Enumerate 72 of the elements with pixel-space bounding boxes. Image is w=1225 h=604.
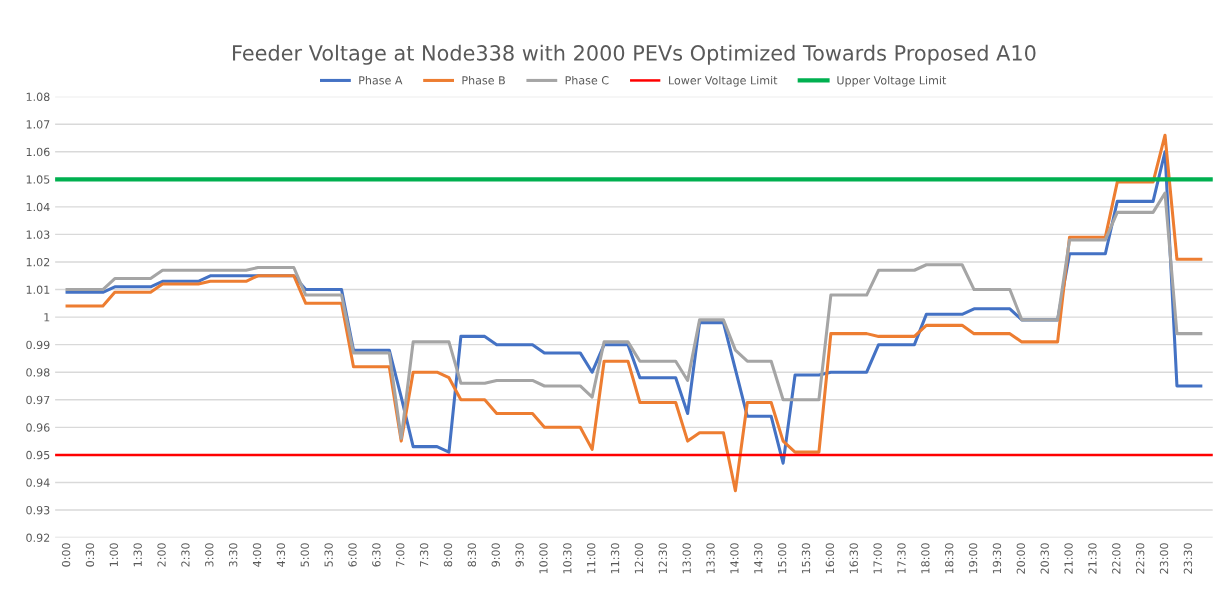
x-tick-label: 8:30 <box>467 543 477 567</box>
x-tick-label: 2:00 <box>157 543 166 567</box>
x-tick-label: 8:00 <box>443 543 453 567</box>
x-tick-label: 23:00 <box>1159 543 1169 574</box>
x-tick-label: 17:30 <box>897 543 906 574</box>
y-tick-label: 1.01 <box>26 285 50 294</box>
legend-label: Phase A <box>359 75 403 85</box>
x-tick-label: 20:30 <box>1040 543 1049 574</box>
y-tick-label: 0.92 <box>26 533 50 542</box>
y-tick-label: 0.99 <box>26 340 50 350</box>
x-tick-label: 14:00 <box>730 543 739 574</box>
x-tick-label: 16:00 <box>825 543 835 574</box>
y-tick-label: 1 <box>44 313 50 322</box>
x-tick-label: 12:30 <box>658 543 667 574</box>
x-tick-label: 13:00 <box>682 543 691 574</box>
x-tick-label: 16:30 <box>849 543 858 574</box>
line-series <box>65 191 1203 440</box>
y-tick-label: 1.06 <box>26 147 50 157</box>
x-tick-label: 1:30 <box>133 543 142 567</box>
x-tick-label: 13:30 <box>706 543 715 574</box>
x-tick-label: 7:30 <box>419 543 429 567</box>
x-tick-label: 3:00 <box>205 543 214 567</box>
x-tick-label: 0:30 <box>85 543 95 567</box>
y-tick-label: 1.08 <box>26 92 50 102</box>
x-tick-label: 1:00 <box>109 543 119 567</box>
x-tick-label: 21:00 <box>1064 543 1073 574</box>
y-tick-label: 1.03 <box>26 230 50 239</box>
y-tick-label: 0.95 <box>26 450 50 460</box>
x-tick-label: 9:30 <box>515 543 524 567</box>
x-tick-label: 5:30 <box>324 543 333 567</box>
y-tick-label: 1.02 <box>26 257 50 267</box>
x-tick-label: 11:30 <box>610 543 620 574</box>
x-tick-label: 3:30 <box>228 543 238 567</box>
y-tick-label: 0.97 <box>26 395 50 405</box>
x-tick-label: 12:00 <box>634 543 644 574</box>
legend-label: Lower Voltage Limit <box>669 75 778 87</box>
x-tick-label: 4:30 <box>276 543 286 567</box>
x-tick-label: 11:00 <box>586 543 596 574</box>
x-tick-label: 2:30 <box>181 543 190 567</box>
x-tick-label: 10:30 <box>563 543 572 574</box>
x-tick-label: 23:30 <box>1183 543 1193 574</box>
x-tick-label: 10:00 <box>539 543 548 574</box>
x-tick-label: 17:00 <box>873 543 882 574</box>
legend-label: Phase B <box>462 75 505 85</box>
x-tick-label: 5:00 <box>300 543 309 567</box>
y-tick-label: 0.94 <box>26 478 50 487</box>
x-tick-label: 22:30 <box>1135 543 1145 574</box>
y-tick-label: 0.98 <box>26 368 50 377</box>
legend-label: Phase C <box>565 75 609 85</box>
x-tick-label: 20:00 <box>1016 543 1026 574</box>
x-tick-label: 15:00 <box>777 543 787 574</box>
x-tick-label: 22:00 <box>1112 543 1121 574</box>
x-tick-label: 6:00 <box>348 543 357 567</box>
y-tick-label: 0.96 <box>26 423 50 432</box>
x-tick-label: 0:00 <box>61 543 71 567</box>
x-tick-label: 9:00 <box>491 543 500 567</box>
y-tick-label: 0.93 <box>26 505 50 515</box>
chart-title: Feeder Voltage at Node338 with 2000 PEVs Optimized Towards Proposed A10 <box>233 44 1036 65</box>
x-tick-label: 19:30 <box>992 543 1002 574</box>
x-tick-label: 14:30 <box>754 543 763 574</box>
y-tick-label: 1.04 <box>26 202 50 212</box>
x-tick-label: 15:30 <box>801 543 811 574</box>
x-tick-label: 7:00 <box>396 543 405 567</box>
y-tick-label: 1.07 <box>26 120 50 129</box>
x-tick-label: 4:00 <box>252 543 262 567</box>
x-tick-label: 19:00 <box>968 543 978 574</box>
x-tick-label: 6:30 <box>372 543 381 567</box>
x-tick-label: 18:30 <box>945 543 954 574</box>
x-tick-label: 21:30 <box>1088 543 1097 574</box>
x-tick-label: 18:00 <box>921 543 930 574</box>
y-tick-label: 1.05 <box>26 175 50 184</box>
legend-label: Upper Voltage Limit <box>837 75 947 87</box>
